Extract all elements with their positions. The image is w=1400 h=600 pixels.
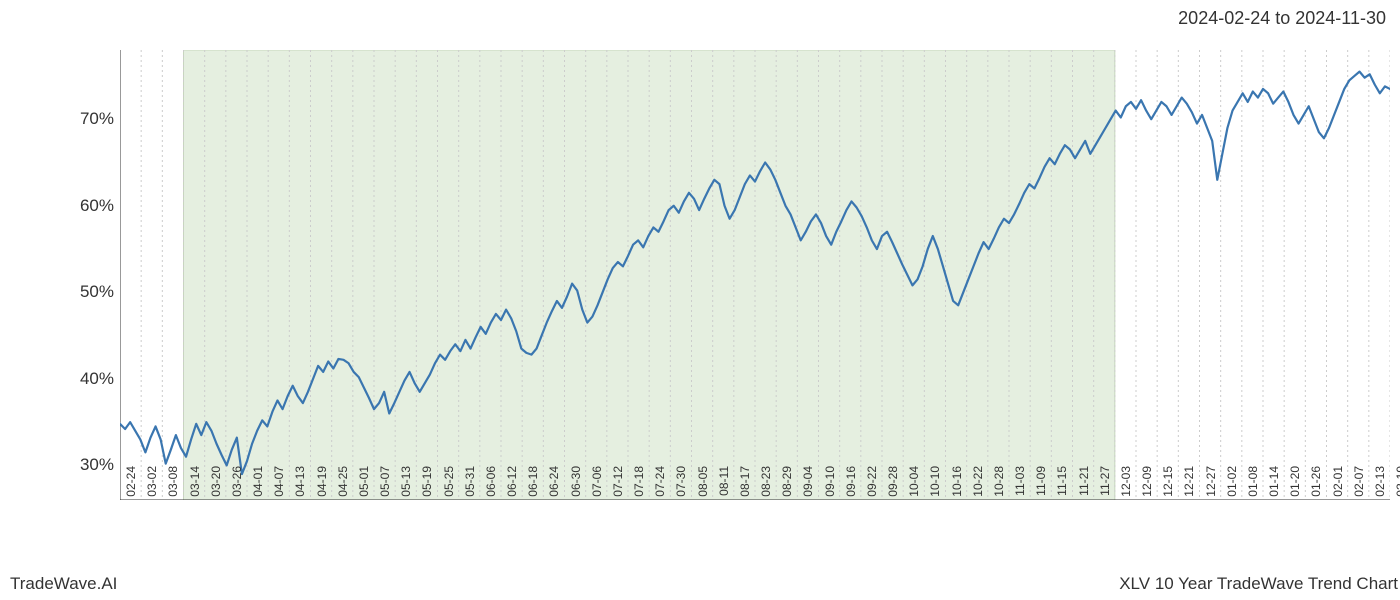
x-tick-label: 11-09 (1034, 466, 1048, 506)
x-tick-label: 01-20 (1288, 466, 1302, 506)
x-tick-label: 01-08 (1246, 466, 1260, 506)
x-tick-label: 02-07 (1352, 466, 1366, 506)
x-tick-label: 09-16 (844, 466, 858, 506)
x-tick-label: 09-10 (823, 466, 837, 506)
x-tick-label: 07-18 (632, 466, 646, 506)
x-tick-label: 12-27 (1204, 466, 1218, 506)
x-tick-label: 12-09 (1140, 466, 1154, 506)
x-tick-label: 10-22 (971, 466, 985, 506)
x-tick-label: 07-30 (674, 466, 688, 506)
y-tick-label: 50% (64, 282, 114, 302)
x-tick-label: 12-15 (1161, 466, 1175, 506)
x-tick-label: 11-15 (1055, 466, 1069, 506)
x-tick-label: 06-18 (526, 466, 540, 506)
x-tick-label: 03-02 (145, 466, 159, 506)
x-tick-label: 10-16 (950, 466, 964, 506)
x-tick-label: 10-04 (907, 466, 921, 506)
y-tick-label: 60% (64, 196, 114, 216)
y-tick-label: 30% (64, 455, 114, 475)
x-tick-label: 01-14 (1267, 466, 1281, 506)
x-tick-label: 03-20 (209, 466, 223, 506)
x-tick-label: 01-26 (1309, 466, 1323, 506)
chart-title: XLV 10 Year TradeWave Trend Chart (1119, 574, 1398, 594)
x-tick-label: 04-25 (336, 466, 350, 506)
x-tick-label: 10-28 (992, 466, 1006, 506)
date-range-label: 2024-02-24 to 2024-11-30 (1178, 8, 1386, 29)
x-tick-label: 09-04 (801, 466, 815, 506)
x-tick-label: 03-26 (230, 466, 244, 506)
y-tick-label: 40% (64, 369, 114, 389)
x-tick-label: 08-23 (759, 466, 773, 506)
x-tick-label: 05-25 (442, 466, 456, 506)
x-tick-label: 05-01 (357, 466, 371, 506)
x-tick-label: 04-13 (293, 466, 307, 506)
x-tick-label: 06-12 (505, 466, 519, 506)
x-tick-label: 11-21 (1077, 466, 1091, 506)
x-tick-label: 08-29 (780, 466, 794, 506)
x-tick-label: 04-01 (251, 466, 265, 506)
x-tick-label: 12-03 (1119, 466, 1133, 506)
y-tick-label: 70% (64, 109, 114, 129)
x-tick-label: 07-24 (653, 466, 667, 506)
x-tick-label: 02-24 (124, 466, 138, 506)
x-tick-label: 03-14 (188, 466, 202, 506)
x-tick-label: 04-19 (315, 466, 329, 506)
trend-chart (120, 50, 1390, 500)
x-tick-label: 11-27 (1098, 466, 1112, 506)
x-tick-label: 02-13 (1373, 466, 1387, 506)
x-tick-label: 11-03 (1013, 466, 1027, 506)
x-tick-label: 03-08 (166, 466, 180, 506)
brand-label: TradeWave.AI (10, 574, 117, 594)
x-tick-label: 02-19 (1394, 466, 1400, 506)
x-tick-label: 09-22 (865, 466, 879, 506)
x-tick-label: 05-07 (378, 466, 392, 506)
x-tick-label: 02-01 (1331, 466, 1345, 506)
x-tick-label: 08-17 (738, 466, 752, 506)
x-tick-label: 08-11 (717, 466, 731, 506)
x-tick-label: 05-13 (399, 466, 413, 506)
x-tick-label: 07-12 (611, 466, 625, 506)
x-tick-label: 09-28 (886, 466, 900, 506)
x-tick-label: 06-06 (484, 466, 498, 506)
x-tick-label: 05-31 (463, 466, 477, 506)
x-tick-label: 08-05 (696, 466, 710, 506)
x-tick-label: 07-06 (590, 466, 604, 506)
x-tick-label: 10-10 (928, 466, 942, 506)
x-tick-label: 01-02 (1225, 466, 1239, 506)
x-tick-label: 04-07 (272, 466, 286, 506)
x-tick-label: 05-19 (420, 466, 434, 506)
x-tick-label: 06-30 (569, 466, 583, 506)
x-tick-label: 06-24 (547, 466, 561, 506)
x-tick-label: 12-21 (1182, 466, 1196, 506)
